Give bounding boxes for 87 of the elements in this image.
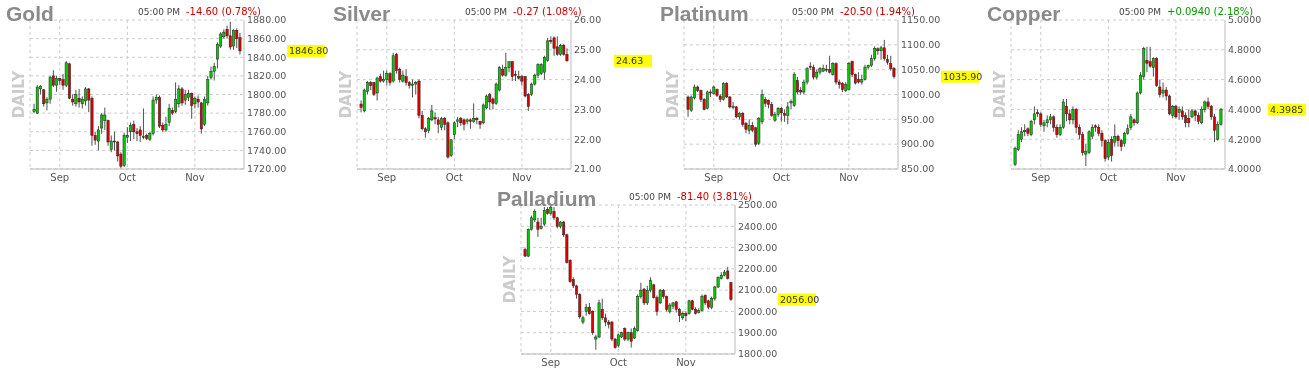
candlestick bbox=[879, 45, 883, 61]
candlestick bbox=[510, 60, 514, 82]
candlestick bbox=[238, 32, 242, 55]
y-tick-label: 2400.00 bbox=[738, 220, 778, 232]
candlestick bbox=[475, 116, 479, 125]
chart-title: Silver bbox=[333, 2, 391, 25]
text: 05:00 PM bbox=[138, 7, 180, 17]
y-tick-label: 2300.00 bbox=[738, 241, 778, 253]
chart-title: Copper bbox=[987, 2, 1061, 25]
y-tick-label: 4.2000 bbox=[1228, 133, 1262, 145]
candlestick bbox=[228, 21, 232, 51]
text: -20.50 (1.94%) bbox=[840, 6, 916, 17]
candlestick bbox=[142, 108, 145, 140]
x-tick-label: Sep bbox=[1031, 172, 1051, 183]
text: 24.63 bbox=[616, 55, 644, 67]
y-tick-label: 4.6000 bbox=[1228, 73, 1262, 85]
y-tick-label: 22.00 bbox=[574, 133, 602, 145]
x-tick-label: Sep bbox=[377, 172, 397, 183]
y-tick-label: 2100.00 bbox=[738, 284, 778, 296]
text: -14.60 (0.78%) bbox=[186, 6, 262, 17]
candlestick bbox=[190, 92, 194, 120]
candlestick bbox=[1148, 46, 1152, 69]
y-tick-label: 1820.00 bbox=[247, 70, 287, 82]
candlestick bbox=[786, 101, 790, 125]
y-tick-label: 4.0000 bbox=[1228, 163, 1262, 175]
y-tick-label: 850.00 bbox=[901, 163, 935, 175]
x-tick-label: Sep bbox=[541, 357, 561, 368]
y-tick-label: 24.00 bbox=[574, 73, 602, 85]
candlestick bbox=[1161, 82, 1165, 98]
x-tick-label: Oct bbox=[118, 172, 137, 183]
text: -81.40 (3.81%) bbox=[677, 191, 753, 202]
x-tick-label: Sep bbox=[704, 172, 724, 183]
candlestick bbox=[411, 79, 414, 98]
y-tick-label: 1050.00 bbox=[901, 63, 941, 75]
y-tick-label: 900.00 bbox=[901, 138, 935, 150]
y-tick-label: 21.00 bbox=[574, 163, 602, 175]
candlestick bbox=[1145, 46, 1149, 73]
candlestick bbox=[1116, 134, 1120, 148]
candlestick bbox=[783, 109, 786, 123]
y-tick-label: 1800.00 bbox=[738, 348, 778, 360]
y-tick-label: 1800.00 bbox=[247, 88, 287, 100]
y-tick-label: 4.4000 bbox=[1228, 103, 1262, 115]
y-tick-label: 1720.00 bbox=[247, 163, 287, 175]
x-tick-label: Nov bbox=[676, 357, 696, 368]
x-tick-label: Nov bbox=[185, 172, 205, 183]
x-tick-label: Sep bbox=[50, 172, 70, 183]
x-tick-label: Oct bbox=[445, 172, 464, 183]
candlestick bbox=[193, 95, 197, 109]
x-tick-label: Oct bbox=[772, 172, 791, 183]
candlestick bbox=[469, 117, 472, 130]
x-tick-label: Oct bbox=[1099, 172, 1118, 183]
y-tick-label: 4.8000 bbox=[1228, 44, 1262, 56]
text: +0.0940 (2.18%) bbox=[1167, 6, 1254, 17]
candlestick bbox=[565, 47, 569, 63]
candlestick bbox=[876, 46, 880, 56]
text: 05:00 PM bbox=[1119, 7, 1161, 17]
text: 4.3985 bbox=[1270, 103, 1304, 115]
y-tick-label: 1760.00 bbox=[247, 126, 287, 138]
candlestick bbox=[1106, 138, 1110, 161]
chart-title: Platinum bbox=[660, 2, 749, 25]
y-tick-label: 2000.00 bbox=[738, 305, 778, 317]
candlestick bbox=[129, 122, 132, 142]
candlestick bbox=[882, 39, 886, 62]
y-tick-label: 25.00 bbox=[574, 44, 602, 56]
y-tick-label: 1840.00 bbox=[247, 51, 287, 63]
chart-title: Palladium bbox=[497, 187, 597, 210]
x-tick-label: Oct bbox=[609, 357, 628, 368]
x-tick-label: Nov bbox=[1166, 172, 1186, 183]
candlestick bbox=[132, 120, 136, 140]
y-tick-label: 2200.00 bbox=[738, 263, 778, 275]
y-tick-label: 23.00 bbox=[574, 103, 602, 115]
text: 05:00 PM bbox=[792, 7, 834, 17]
text: -0.27 (1.08%) bbox=[513, 6, 582, 17]
y-tick-label: 1100.00 bbox=[901, 39, 941, 51]
x-tick-label: Nov bbox=[512, 172, 532, 183]
text: 05:00 PM bbox=[629, 192, 671, 202]
chart-title: Gold bbox=[6, 2, 54, 25]
y-tick-label: 950.00 bbox=[901, 113, 935, 125]
y-tick-label: 1740.00 bbox=[247, 144, 287, 156]
y-tick-label: 1780.00 bbox=[247, 107, 287, 119]
y-tick-label: 1860.00 bbox=[247, 32, 287, 44]
candlestick bbox=[552, 35, 556, 57]
candlestick bbox=[382, 70, 385, 83]
x-tick-label: Nov bbox=[839, 172, 859, 183]
y-tick-label: 1000.00 bbox=[901, 88, 941, 100]
y-tick-label: 1900.00 bbox=[738, 327, 778, 339]
text: 05:00 PM bbox=[465, 7, 507, 17]
